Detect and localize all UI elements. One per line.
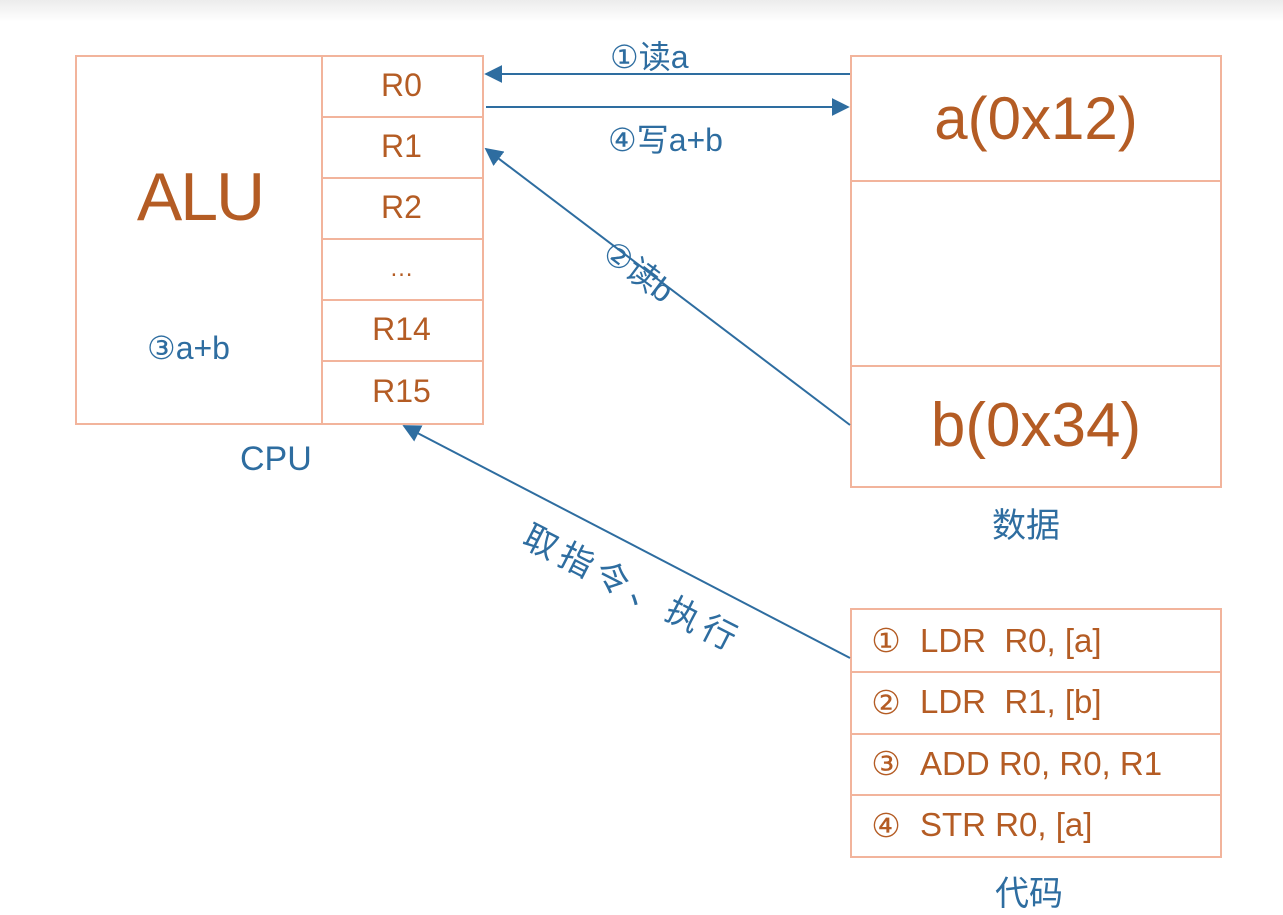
alu-step-label: ③a+b — [147, 330, 230, 366]
cpu-divider — [321, 55, 323, 425]
data-divider — [852, 180, 1220, 182]
register-r2-label: R2 — [381, 189, 422, 225]
code-step-number: ① — [871, 622, 901, 659]
register-r14-label: R14 — [372, 311, 431, 347]
register-r15-label: R15 — [372, 373, 431, 409]
register-r1-label: R1 — [381, 128, 422, 164]
data-cell-a: a(0x12) — [934, 85, 1138, 152]
register-r15: R15 — [321, 360, 482, 423]
register-divider — [321, 238, 482, 240]
register-ellipsis-label: … — [389, 254, 414, 282]
code-memory-box: ① LDR R0, [a] ② LDR R1, [b] ③ ADD R0, R0… — [850, 608, 1222, 858]
data-cell-b: b(0x34) — [930, 391, 1142, 460]
code-instruction-text: STR R0, [a] — [920, 806, 1093, 843]
register-r0: R0 — [321, 55, 482, 116]
code-instruction-text: ADD R0, R0, R1 — [920, 744, 1163, 782]
code-step-number: ② — [871, 683, 901, 721]
code-divider — [852, 671, 1220, 673]
code-instruction-4: ④ STR R0, [a] — [852, 794, 1220, 856]
top-shadow-band — [0, 0, 1283, 22]
data-memory-box: a(0x12) b(0x34) — [850, 55, 1222, 488]
data-divider — [852, 365, 1220, 367]
data-memory-label: 数据 — [992, 507, 1060, 545]
code-instruction-text: LDR R1, [b] — [920, 683, 1102, 720]
write-ab-label: ④写a+b — [608, 122, 723, 158]
code-memory-label: 代码 — [995, 875, 1063, 913]
register-divider — [321, 360, 482, 362]
code-instruction-3: ③ ADD R0, R0, R1 — [852, 733, 1220, 794]
code-divider — [852, 794, 1220, 796]
code-instruction-2: ② LDR R1, [b] — [852, 671, 1220, 733]
arrow-read-b — [484, 147, 851, 426]
arrow-fetch-exec — [402, 425, 851, 659]
register-file: R0 R1 R2 … R14 R15 — [321, 55, 484, 425]
register-ellipsis: … — [321, 238, 482, 299]
register-r2: R2 — [321, 177, 482, 238]
read-a-label: ①读a — [610, 39, 689, 75]
cpu-box: ALU ③a+b — [75, 55, 484, 425]
register-r0-label: R0 — [381, 67, 422, 103]
code-step-number: ④ — [871, 806, 901, 844]
register-divider — [321, 177, 482, 179]
alu-label: ALU — [136, 159, 265, 235]
cpu-label: CPU — [240, 440, 312, 478]
register-divider — [321, 299, 482, 301]
code-instruction-1: ① LDR R0, [a] — [852, 610, 1220, 671]
register-divider — [321, 116, 482, 118]
code-instruction-text: LDR R0, [a] — [920, 621, 1102, 659]
code-divider — [852, 733, 1220, 735]
code-step-number: ③ — [871, 745, 901, 782]
register-r1: R1 — [321, 116, 482, 177]
register-r14: R14 — [321, 299, 482, 360]
